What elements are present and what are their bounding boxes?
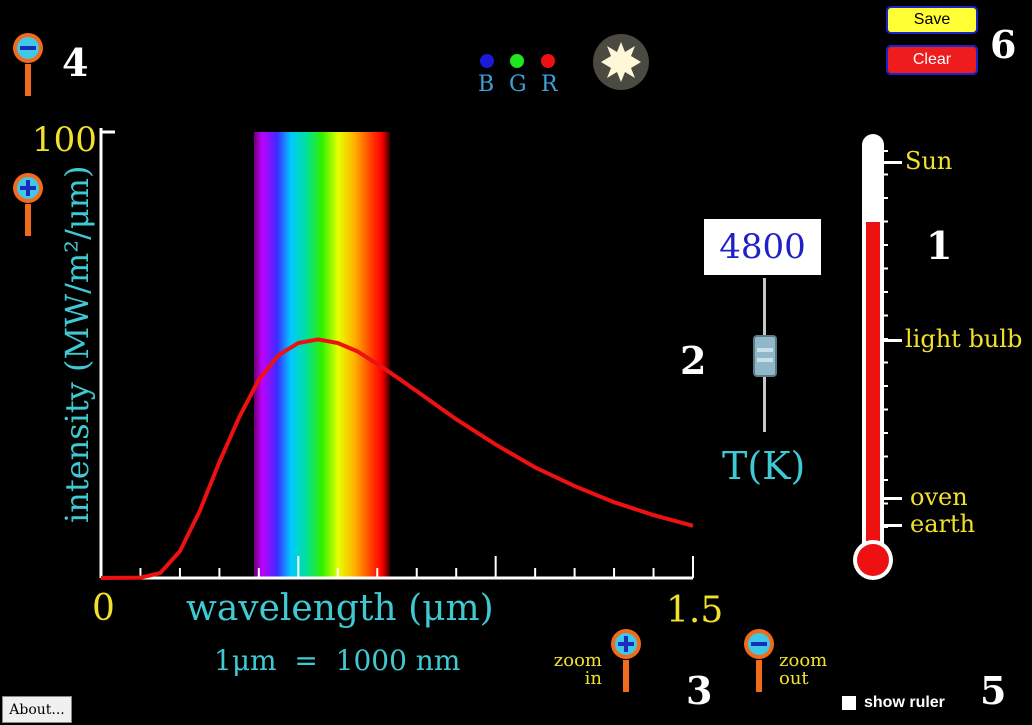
step-number-6: 6 (990, 22, 1017, 67)
thermometer-label-sun: Sun (905, 147, 953, 175)
step-number-2: 2 (680, 338, 707, 383)
y-max-label: 100 (32, 120, 97, 160)
temperature-unit-label: T(K) (722, 444, 806, 488)
slider-handle (753, 335, 777, 377)
x-axis-label: wavelength (μm) (186, 588, 494, 629)
thermometer-label-light-bulb: light bulb (905, 325, 1023, 353)
green-label: G (509, 72, 527, 97)
zoom-in-label-line2: in (584, 668, 602, 689)
intensity-curve (100, 337, 694, 580)
temperature-value: 4800 (704, 219, 821, 275)
zoom-in-label: zoom in (550, 652, 602, 688)
thermometer-tick (882, 220, 888, 223)
star-color-icon (593, 34, 649, 90)
show-ruler-label[interactable]: show ruler (864, 694, 945, 711)
unit-conversion-note: 1μm = 1000 nm (214, 644, 461, 677)
save-button[interactable]: Save (886, 6, 978, 34)
thermometer-tick (882, 455, 888, 458)
thermometer-tick (882, 479, 888, 481)
thermometer-tick (882, 173, 888, 176)
zoom-out-label-line2: out (779, 668, 809, 689)
step-number-4: 4 (62, 40, 89, 85)
show-ruler-checkbox[interactable] (842, 696, 856, 710)
step-number-5: 5 (980, 668, 1007, 713)
x-zoom-in-button[interactable] (608, 626, 644, 694)
graph-axes (99, 128, 694, 580)
thermometer-tick (882, 244, 888, 246)
thermometer-tick (882, 361, 888, 364)
y-zoom-out-button[interactable] (10, 30, 46, 100)
thermometer-tick (882, 385, 888, 387)
thermometer-tick (882, 502, 888, 505)
y-axis-label: intensity (MW/m²/μm) (58, 165, 96, 523)
thermometer-tick (882, 150, 888, 152)
x-min-label: 0 (92, 588, 115, 629)
x-zoom-out-button[interactable] (741, 626, 777, 694)
visible-spectrum-band (254, 132, 390, 578)
thermometer-tick (882, 291, 888, 293)
thermometer-tick (882, 267, 888, 270)
thermometer[interactable] (840, 128, 910, 583)
step-number-1: 1 (926, 223, 953, 268)
thermometer-tick (882, 408, 888, 411)
blue-label: B (478, 72, 495, 97)
zoom-out-label-line1: zoom (779, 650, 828, 671)
rgb-dots (480, 54, 555, 68)
zoom-in-label-line1: zoom (553, 650, 602, 671)
step-number-3: 3 (686, 668, 713, 713)
temperature-slider[interactable] (748, 278, 782, 434)
red-label: R (541, 72, 558, 97)
thermometer-tick (882, 197, 888, 199)
thermometer-label-earth: earth (910, 510, 976, 538)
clear-button[interactable]: Clear (886, 45, 978, 75)
about-button[interactable]: About... (2, 696, 72, 723)
thermometer-tick (882, 314, 888, 317)
zoom-out-label: zoom out (779, 652, 827, 688)
x-max-label: 1.5 (666, 590, 724, 631)
thermometer-tick (882, 432, 888, 434)
y-zoom-in-button[interactable] (10, 170, 46, 240)
thermometer-label-oven: oven (910, 483, 968, 511)
